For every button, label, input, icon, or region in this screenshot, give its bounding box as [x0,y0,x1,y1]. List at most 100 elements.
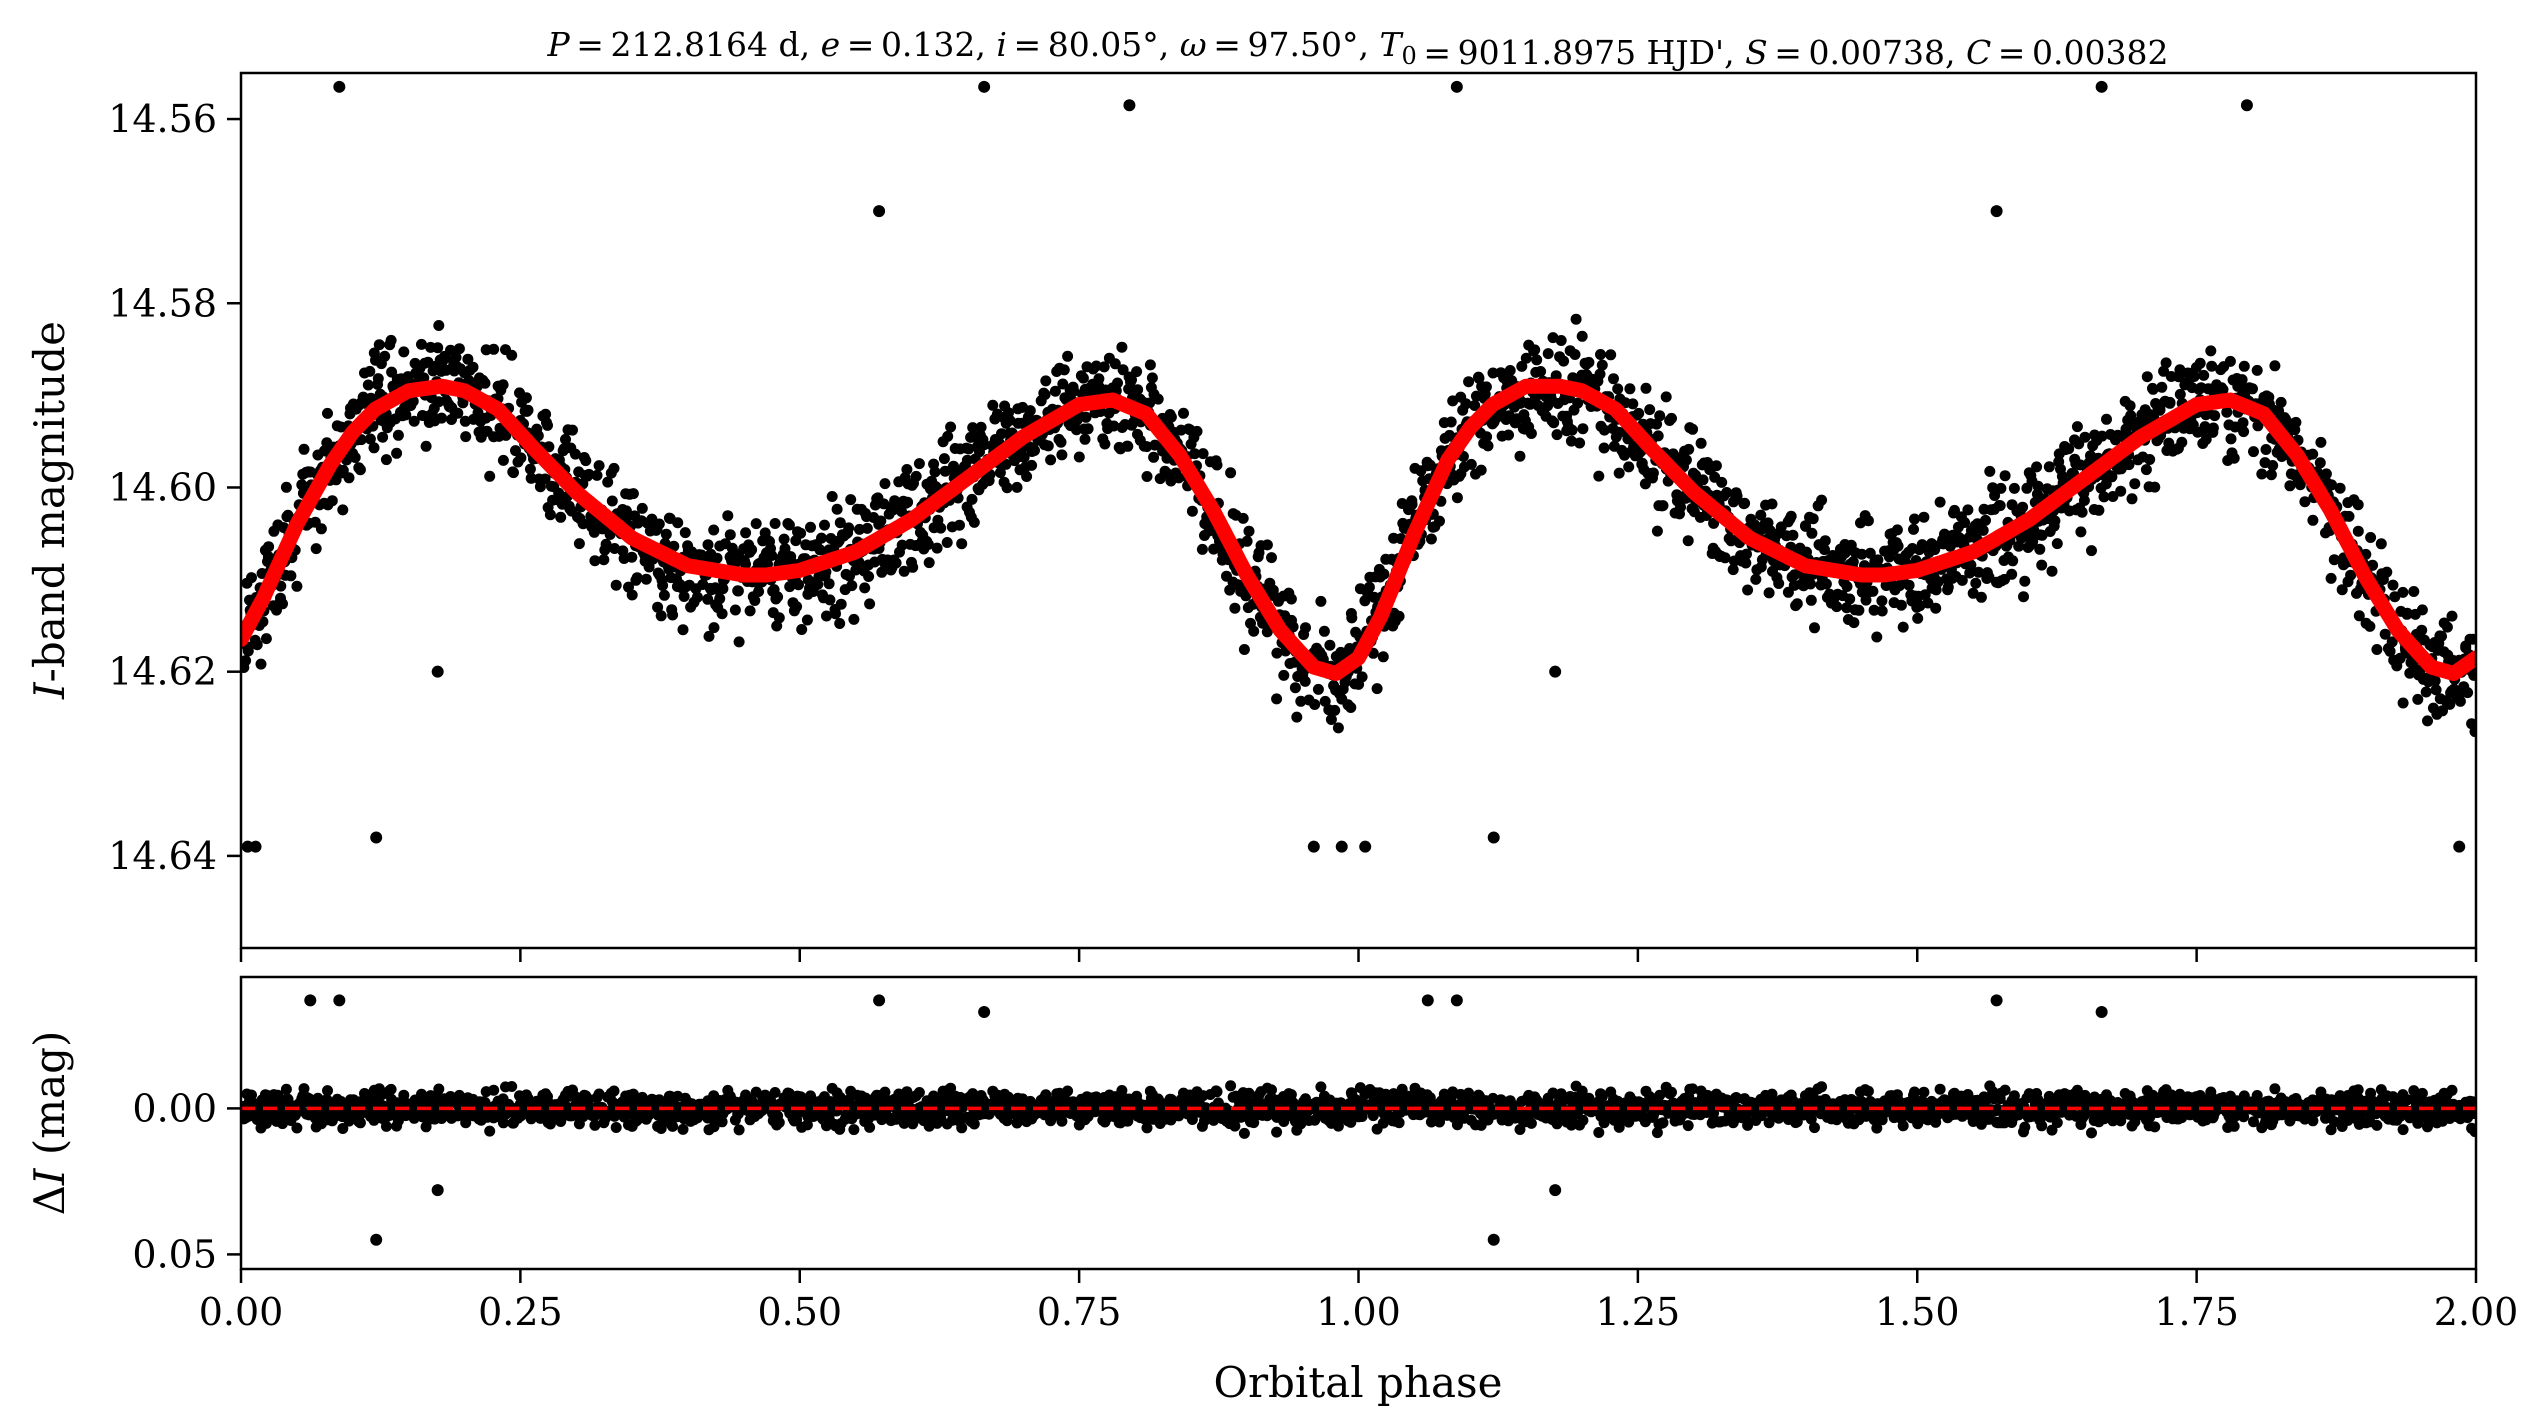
data-point [711,552,723,564]
data-point [1073,451,1085,463]
data-point [1318,625,1330,637]
data-point [1550,370,1562,382]
residual-point [1816,1081,1828,1093]
residual-point [291,1122,303,1134]
data-point [1068,385,1080,397]
data-point [2353,610,2365,622]
data-point [2076,506,2088,518]
data-point [1144,397,1156,409]
residual-point [1525,1117,1537,1129]
data-point [1871,631,1883,643]
data-point [773,612,785,624]
residual-point [1577,1114,1589,1126]
data-point [1741,548,1752,560]
data-point [1126,374,1137,386]
data-point [1922,597,1934,609]
light-curve-x-ticks [239,948,2478,962]
data-point [1332,722,1344,734]
data-point [1593,470,1605,482]
data-point [1848,617,1860,629]
residual-point [1666,1086,1677,1098]
outlier-point [873,205,886,218]
data-point [542,419,553,431]
data-point [453,343,465,355]
data-point [1368,591,1380,603]
data-point [732,585,744,597]
data-point [941,537,953,548]
data-point [1026,459,1038,471]
data-point [2176,436,2188,448]
data-point [337,504,349,516]
data-point [835,598,847,610]
data-point [2078,495,2090,506]
residual-point [1229,1120,1241,1132]
data-point [433,320,445,331]
data-point [1108,420,1120,432]
data-point [708,524,720,536]
residual-point [433,1083,445,1095]
data-point [2267,460,2279,471]
residual-point [354,1117,366,1129]
data-point [668,540,680,552]
data-point [436,412,448,424]
data-point [1503,429,1514,441]
data-point [898,565,910,577]
data-point [1165,411,1177,423]
data-point [2251,364,2263,376]
data-point [1434,515,1445,527]
data-point [1229,602,1241,614]
data-point [2389,591,2401,603]
data-point [2008,482,2020,494]
outlier-point [2095,80,2108,93]
data-point [733,636,745,648]
data-point [2164,396,2176,408]
residual-point [1596,1091,1608,1103]
data-point [795,527,807,539]
data-point [801,614,813,626]
data-point [1612,383,1624,395]
data-point [1325,714,1337,725]
data-point [1816,494,1828,506]
data-point [1445,416,1457,428]
data-point [1077,372,1089,384]
data-point [956,538,968,550]
data-point [260,633,272,645]
data-point [769,518,781,529]
residual-point [337,1123,349,1134]
outlier-point [431,665,444,678]
residual-point [1682,1120,1694,1132]
data-point [2284,480,2296,492]
residual-point [368,1114,380,1126]
data-point [364,365,376,377]
data-point [337,464,349,476]
data-point [783,519,795,531]
data-point [1891,524,1903,536]
data-point [626,551,638,563]
residual-point [610,1122,622,1133]
data-point [2123,459,2135,471]
data-point [2007,555,2019,567]
data-point [2101,413,2112,425]
data-point [2387,579,2399,591]
data-point [2416,604,2428,616]
data-point [1652,430,1664,442]
data-point [2034,543,2046,555]
data-point [573,538,585,550]
data-point [2248,446,2259,458]
residual-point [2036,1120,2048,1132]
data-point [1633,407,1645,419]
data-point [544,509,556,521]
data-point [2160,357,2172,369]
data-point [1740,557,1752,569]
data-point [298,443,310,455]
data-point [2126,493,2138,505]
data-point [373,339,385,351]
data-point [1847,556,1859,568]
residual-point [677,1123,689,1135]
residual-data-points [241,994,2476,1246]
data-point [1897,621,1909,633]
data-point [2365,532,2377,543]
data-point [1056,449,1068,461]
data-point [1766,498,1778,510]
